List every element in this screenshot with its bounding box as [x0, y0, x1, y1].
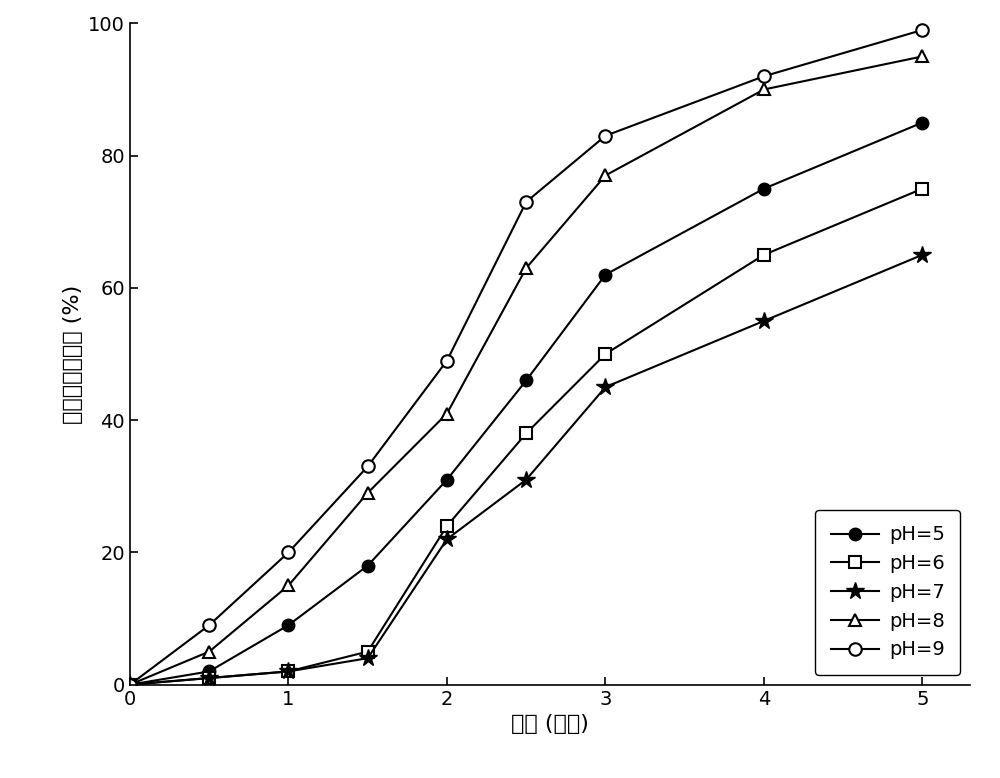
pH=5 — [599, 270, 611, 279]
pH=8 — [520, 263, 532, 273]
pH=9 — [124, 680, 136, 689]
pH=6 — [282, 667, 294, 676]
pH=7 — [441, 534, 453, 544]
pH=5 — [203, 667, 215, 676]
pH=9 — [916, 26, 928, 35]
pH=8 — [758, 85, 770, 94]
X-axis label: 时间 (小时): 时间 (小时) — [511, 714, 589, 734]
pH=9 — [203, 621, 215, 630]
pH=5 — [758, 184, 770, 194]
pH=5 — [441, 475, 453, 484]
pH=8 — [203, 647, 215, 657]
pH=7 — [758, 317, 770, 326]
pH=6 — [362, 647, 374, 657]
pH=8 — [282, 580, 294, 590]
pH=6 — [520, 429, 532, 438]
pH=6 — [599, 349, 611, 359]
Line: pH=6: pH=6 — [124, 183, 928, 690]
Line: pH=8: pH=8 — [124, 50, 929, 691]
Y-axis label: 三氯生的去除率 (%): 三氯生的去除率 (%) — [63, 285, 83, 423]
pH=7 — [599, 383, 611, 392]
pH=7 — [124, 680, 136, 689]
pH=5 — [282, 621, 294, 630]
Line: pH=9: pH=9 — [124, 23, 929, 691]
pH=5 — [124, 680, 136, 689]
pH=9 — [362, 462, 374, 471]
pH=7 — [362, 654, 374, 663]
pH=6 — [203, 673, 215, 683]
pH=8 — [124, 680, 136, 689]
pH=6 — [916, 184, 928, 194]
pH=8 — [362, 489, 374, 498]
pH=9 — [520, 198, 532, 207]
pH=7 — [916, 251, 928, 260]
pH=6 — [758, 251, 770, 260]
pH=9 — [282, 548, 294, 557]
pH=5 — [520, 376, 532, 385]
pH=7 — [282, 667, 294, 676]
Legend: pH=5, pH=6, pH=7, pH=8, pH=9: pH=5, pH=6, pH=7, pH=8, pH=9 — [815, 510, 960, 675]
pH=6 — [124, 680, 136, 689]
pH=7 — [520, 475, 532, 484]
pH=8 — [441, 409, 453, 419]
pH=9 — [599, 131, 611, 141]
pH=8 — [916, 52, 928, 61]
pH=7 — [203, 673, 215, 683]
Line: pH=5: pH=5 — [124, 116, 929, 691]
pH=9 — [441, 356, 453, 366]
pH=9 — [758, 72, 770, 81]
Line: pH=7: pH=7 — [121, 246, 931, 694]
pH=8 — [599, 171, 611, 180]
pH=5 — [362, 561, 374, 570]
pH=5 — [916, 117, 928, 127]
pH=6 — [441, 521, 453, 531]
